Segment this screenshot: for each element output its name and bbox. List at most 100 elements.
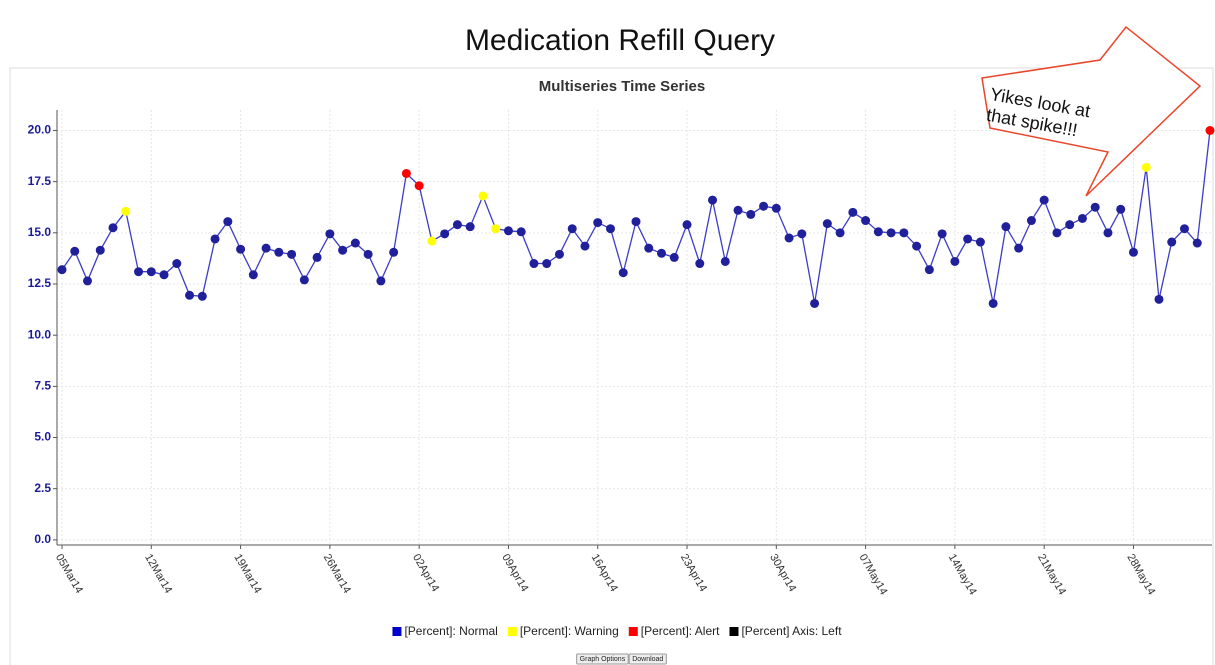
legend-swatch xyxy=(729,627,739,636)
y-tick-label: 17.5 xyxy=(28,174,52,188)
data-point xyxy=(223,217,233,227)
data-point xyxy=(580,241,590,251)
data-point xyxy=(350,238,360,248)
data-point xyxy=(733,205,743,215)
data-point xyxy=(95,245,105,255)
data-point xyxy=(376,276,386,286)
data-point xyxy=(414,181,424,191)
data-point xyxy=(720,256,730,266)
data-point xyxy=(810,298,820,308)
data-point xyxy=(210,234,220,244)
data-point xyxy=(57,265,67,275)
data-point xyxy=(427,236,437,246)
data-point xyxy=(822,219,832,229)
data-point xyxy=(861,216,871,226)
data-point xyxy=(1001,222,1011,232)
button[interactable]: Download xyxy=(628,653,667,665)
data-point xyxy=(924,265,934,275)
legend-label: [Percent]: Alert xyxy=(641,624,720,638)
data-point xyxy=(1039,195,1049,205)
data-point xyxy=(835,228,845,238)
data-point xyxy=(478,191,488,201)
data-point xyxy=(83,276,93,286)
data-point xyxy=(1116,204,1126,214)
data-point xyxy=(1014,243,1024,253)
data-point xyxy=(299,275,309,285)
data-point xyxy=(287,249,297,259)
data-point xyxy=(261,243,271,253)
data-point xyxy=(338,245,348,255)
data-point xyxy=(1192,238,1202,248)
data-point xyxy=(1154,294,1164,304)
data-point xyxy=(644,243,654,253)
data-point xyxy=(695,259,705,269)
button[interactable]: Graph Options xyxy=(576,653,629,665)
data-point xyxy=(618,268,628,278)
button-label: Download xyxy=(632,656,663,663)
data-point xyxy=(988,298,998,308)
y-tick-label: 2.5 xyxy=(34,481,51,495)
data-point xyxy=(389,247,399,257)
y-tick-label: 10.0 xyxy=(28,327,52,341)
data-point xyxy=(912,241,922,251)
data-point xyxy=(401,168,411,178)
buttons: Graph Options Download xyxy=(576,653,667,665)
y-tick-label: 12.5 xyxy=(28,276,52,290)
y-tick-label: 15.0 xyxy=(28,225,52,239)
data-point xyxy=(1141,162,1151,172)
data-point xyxy=(950,256,960,266)
legend-swatch xyxy=(507,627,517,636)
data-point xyxy=(975,237,985,247)
data-point xyxy=(363,249,373,259)
data-point xyxy=(236,244,246,254)
data-point xyxy=(657,248,667,258)
data-point xyxy=(554,249,564,259)
data-point xyxy=(771,203,781,213)
data-point xyxy=(886,228,896,238)
data-point xyxy=(1128,247,1138,257)
y-tick-label: 7.5 xyxy=(34,379,51,393)
data-point xyxy=(682,220,692,230)
data-point xyxy=(873,227,883,237)
data-point xyxy=(848,207,858,217)
y-tick-label: 20.0 xyxy=(28,123,52,137)
data-point xyxy=(312,252,322,262)
y-tick-label: 5.0 xyxy=(34,430,51,444)
data-point xyxy=(797,229,807,239)
data-point xyxy=(452,220,462,230)
legend-label: [Percent] Axis: Left xyxy=(741,624,842,638)
data-point xyxy=(1103,228,1113,238)
data-point xyxy=(503,226,513,236)
legend-swatch xyxy=(628,627,638,636)
data-point xyxy=(746,209,756,219)
button-label: Graph Options xyxy=(580,656,626,663)
data-point xyxy=(159,270,169,280)
data-point xyxy=(274,247,284,257)
data-point xyxy=(937,229,947,239)
data-point xyxy=(1077,213,1087,223)
data-point xyxy=(440,229,450,239)
data-point xyxy=(1179,224,1189,234)
data-point xyxy=(605,224,615,234)
data-point xyxy=(708,195,718,205)
data-point xyxy=(759,201,769,211)
data-point xyxy=(1167,237,1177,247)
callout-arrow xyxy=(981,25,1202,197)
data-point xyxy=(529,259,539,269)
data-point xyxy=(784,233,794,243)
button-face xyxy=(576,653,629,665)
data-point xyxy=(1065,220,1075,230)
data-point xyxy=(669,252,679,262)
data-point xyxy=(185,290,195,300)
legend-swatch xyxy=(392,627,402,636)
data-point xyxy=(1026,216,1036,226)
data-point xyxy=(325,229,335,239)
data-point xyxy=(108,223,118,233)
legend-label: [Percent]: Warning xyxy=(520,624,619,638)
data-point xyxy=(1052,228,1062,238)
data-point xyxy=(491,224,501,234)
legend: [Percent]: Normal [Percent]: Warning [Perc… xyxy=(392,624,842,638)
data-point xyxy=(567,224,577,234)
